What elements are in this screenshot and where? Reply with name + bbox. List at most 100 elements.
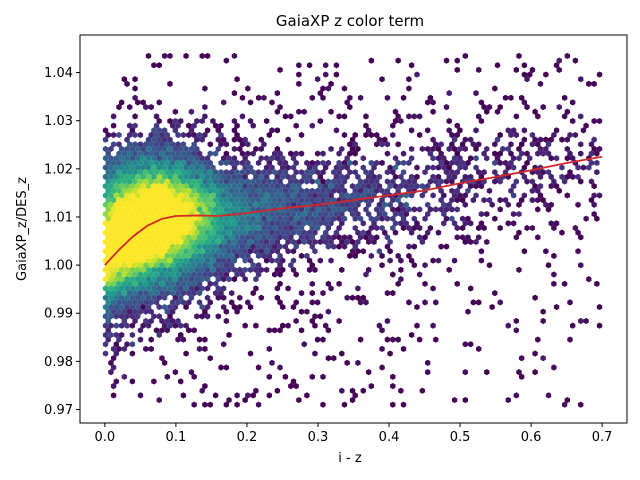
hexbin-cell (374, 234, 380, 241)
hexbin-cell (116, 280, 122, 287)
hexbin-cell (124, 220, 130, 227)
hexbin-cell (127, 150, 133, 157)
hexbin-cell (220, 266, 227, 273)
hexbin-cell (323, 322, 329, 329)
hexbin-cell (218, 262, 224, 269)
hexbin-cell (247, 192, 254, 199)
hexbin-cell (449, 178, 455, 185)
hexbin-cell (492, 85, 498, 92)
hexbin-cell (376, 201, 383, 208)
hexbin-cell (202, 187, 208, 194)
hexbin-cell (194, 257, 200, 264)
hexbin-cell (510, 210, 517, 218)
hexbin-cell (210, 201, 216, 208)
hexbin-cell (387, 238, 393, 246)
hexbin-cell (521, 173, 528, 180)
hexbin-cell (352, 252, 358, 259)
hexbin-cell (212, 196, 219, 204)
hexbin-cell (398, 266, 404, 273)
hexbin-cell (237, 303, 243, 311)
hexbin-cell (231, 164, 238, 171)
hexbin-cell (304, 196, 310, 204)
hexbin-cell (175, 178, 181, 185)
hexbin-cell (414, 183, 420, 190)
hexbin-cell (556, 187, 562, 194)
hexbin-cell (524, 150, 530, 157)
hexbin-cell (175, 215, 181, 222)
hexbin-cell (263, 192, 270, 199)
hexbin-cell (245, 85, 251, 92)
hexbin-cell (349, 248, 356, 255)
hexbin-cell (191, 150, 197, 157)
hexbin-cell (234, 187, 240, 194)
hexbin-cell (202, 382, 208, 390)
hexbin-cell (443, 169, 450, 176)
hexbin-cell (266, 392, 272, 399)
hexbin-cell (132, 141, 138, 148)
hexbin-cell (110, 308, 117, 315)
hexbin-cell (218, 234, 224, 241)
hexbin-cell (199, 276, 205, 283)
hexbin-cell (371, 238, 377, 246)
hexbin-cell (357, 187, 364, 194)
hexbin-cell (223, 364, 230, 371)
hexbin-cell (156, 145, 162, 153)
hexbin-cell (159, 224, 165, 232)
hexbin-cell (306, 164, 313, 171)
hexbin-cell (132, 150, 138, 157)
hexbin-cell (382, 201, 388, 208)
hexbin-cell (175, 271, 181, 278)
hexbin-cell (183, 183, 189, 190)
hexbin-cell (390, 169, 396, 176)
hexbin-cell (202, 85, 208, 92)
hexbin-cell (132, 76, 138, 83)
hexbin-cell (207, 252, 213, 259)
hexbin-cell (202, 262, 208, 269)
hexbin-cell (186, 243, 192, 250)
hexbin-cell (124, 136, 130, 143)
hexbin-cell (320, 215, 326, 222)
hexbin-cell (124, 322, 130, 329)
hexbin-cell (454, 187, 460, 194)
hexbin-cell (301, 229, 307, 236)
hexbin-cell (341, 243, 348, 250)
hexbin-cell (384, 178, 391, 185)
hexbin-cell (204, 303, 211, 311)
hexbin-cell (153, 113, 160, 120)
hexbin-cell (169, 122, 176, 129)
hexbin-cell (293, 299, 299, 306)
hexbin-cell (161, 52, 168, 60)
hexbin-cell (178, 322, 184, 329)
hexbin-cell (167, 201, 173, 208)
hexbin-cell (127, 187, 133, 194)
hexbin-cell (594, 215, 600, 222)
hexbin-cell (129, 155, 136, 162)
hexbin-cell (247, 266, 254, 273)
hexbin-cell (135, 313, 141, 320)
hexbin-cell (309, 178, 315, 185)
hexbin-cell (159, 169, 165, 176)
hexbin-cell (199, 313, 205, 320)
hexbin-cell (169, 196, 176, 204)
hexbin-cell (215, 248, 221, 255)
hexbin-cell (151, 136, 157, 143)
hexbin-cell (194, 173, 200, 180)
hexbin-cell (223, 308, 230, 315)
hexbin-cell (277, 280, 283, 287)
hexbin-cell (137, 178, 144, 185)
hexbin-cell (304, 215, 310, 222)
hexbin-cell (392, 173, 399, 180)
hexbin-cell (161, 164, 168, 171)
hexbin-cell (357, 178, 364, 185)
hexbin-cell (250, 224, 256, 232)
hexbin-cell (199, 155, 205, 162)
hexbin-cell (296, 238, 302, 246)
hexbin-cell (309, 234, 315, 241)
hexbin-cell (459, 141, 466, 148)
hexbin-cell (513, 234, 519, 241)
hexbin-cell (255, 94, 262, 101)
hexbin-cell (210, 266, 216, 273)
hexbin-cell (237, 220, 243, 227)
x-axis-label: i - z (338, 451, 362, 466)
hexbin-cell (159, 234, 165, 241)
